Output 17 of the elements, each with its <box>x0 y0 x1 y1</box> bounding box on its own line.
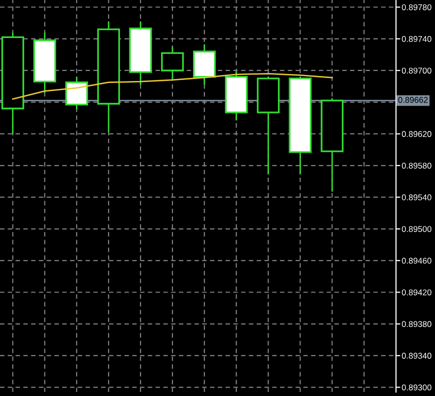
y-tick-label: 0.89340 <box>402 352 432 359</box>
y-tick-label: 0.89460 <box>402 258 432 264</box>
y-tick-label: 0.89380 <box>402 321 432 328</box>
candlestick <box>97 20 120 133</box>
y-tick-label: 0.89780 <box>402 4 432 10</box>
y-tick-label: 0.89740 <box>402 36 432 42</box>
ref-line-label: 0.89662 <box>398 96 428 103</box>
y-tick-label: 0.89700 <box>402 68 432 74</box>
y-tick-label: 0.89540 <box>402 194 432 200</box>
y-tick-label: 0.89500 <box>402 226 432 232</box>
y-tick-label: 0.89300 <box>402 384 432 390</box>
y-tick-label: 0.89580 <box>402 162 432 169</box>
y-tick-label: 0.89420 <box>402 289 432 296</box>
candlestick <box>33 32 56 94</box>
candlestick <box>1 32 24 135</box>
candlestick <box>320 98 344 192</box>
y-tick-label: 0.89620 <box>402 131 432 137</box>
